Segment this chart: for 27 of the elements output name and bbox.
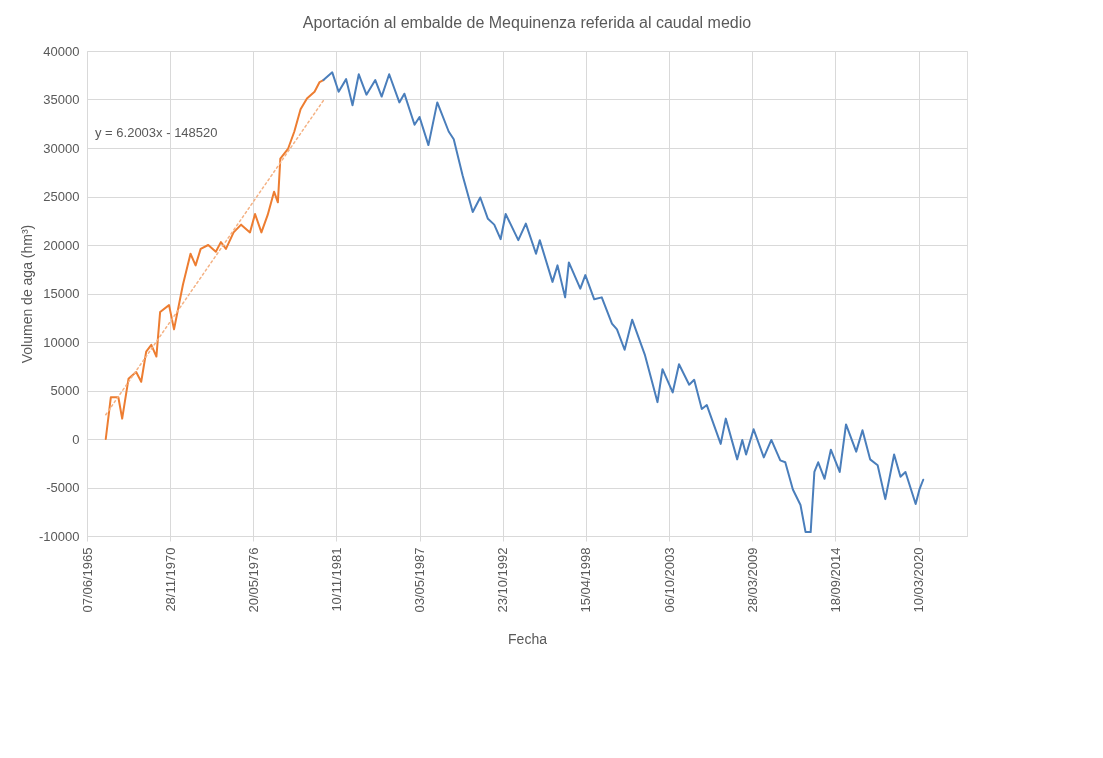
y-tick-label: 35000 — [43, 92, 80, 107]
x-tick-label: 03/05/1987 — [412, 547, 428, 613]
x-tick-label: 20/05/1976 — [245, 547, 261, 613]
x-tick-label: 18/09/2014 — [827, 547, 843, 613]
y-tick-label: 15000 — [43, 286, 80, 301]
x-tick-label: 28/03/2009 — [744, 547, 760, 613]
x-tick-label: 06/10/2003 — [661, 547, 677, 613]
y-tick-label: 20000 — [43, 237, 80, 253]
y-tick-label: 40000 — [43, 43, 80, 59]
y-tick-label: -5000 — [46, 480, 80, 495]
x-tick-label: 07/06/1965 — [79, 547, 95, 613]
y-tick-label: 10000 — [43, 334, 80, 350]
line-series — [322, 71, 925, 534]
x-tick-label: 28/11/1970 — [162, 547, 178, 612]
x-tick-label: 10/03/2020 — [911, 547, 927, 613]
y-tick-label: -10000 — [39, 528, 80, 544]
y-tick-label: 25000 — [43, 189, 80, 204]
y-tick-label: 5000 — [50, 383, 80, 398]
y-tick-label: 0 — [72, 431, 80, 447]
chart-title: Aportación al embalde de Mequinenza referida al caudal medio — [302, 14, 752, 31]
y-axis-title: Volumen de aga (hm³) — [19, 224, 36, 364]
x-tick-label: 15/04/1998 — [578, 547, 594, 613]
y-tick-label: 30000 — [43, 140, 80, 156]
x-tick-label: 23/10/1992 — [495, 547, 511, 613]
annotation: y = 6.2003x - 148520 — [95, 125, 218, 140]
x-axis-title: Fecha — [508, 630, 548, 647]
x-tick-label: 10/11/1981 — [328, 547, 344, 612]
